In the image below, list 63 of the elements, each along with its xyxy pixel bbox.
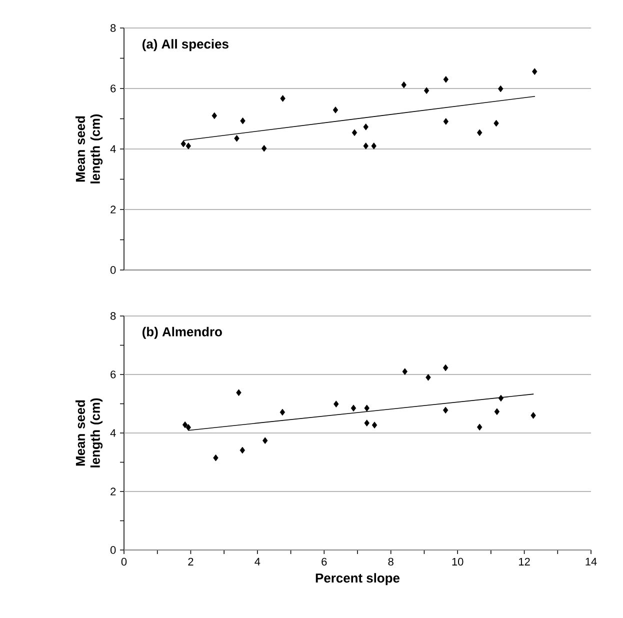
y-tick-label: 6 [110, 84, 116, 92]
point [371, 142, 376, 150]
point [364, 404, 370, 412]
y-tick-label: 2 [110, 488, 116, 496]
point [532, 68, 538, 75]
point [364, 420, 370, 426]
y-tick-label: 2 [110, 206, 116, 214]
x-tick-label: 8 [388, 558, 394, 566]
point [262, 144, 267, 152]
point [401, 81, 406, 88]
y-axis-title: Mean seed length (cm) [75, 114, 103, 184]
y-tick-label: 4 [110, 145, 116, 153]
y-tick-label: 6 [110, 370, 116, 378]
point [424, 87, 430, 94]
point [442, 406, 448, 414]
x-tick-label: 12 [519, 558, 530, 566]
x-tick-label: 6 [322, 558, 327, 566]
y-tick-label: 8 [110, 312, 116, 320]
x-tick-label: 0 [121, 558, 127, 566]
point [234, 135, 240, 142]
point [443, 118, 449, 125]
x-tick-label: 14 [586, 558, 597, 566]
x-tick-label: 4 [254, 558, 260, 566]
y-tick-label: 0 [110, 546, 116, 554]
point [363, 142, 368, 150]
point [402, 368, 408, 375]
point [280, 95, 286, 102]
text: (b) Almendro [142, 326, 222, 339]
point [426, 374, 431, 381]
point [494, 120, 499, 127]
point [332, 106, 338, 114]
x-tick-label: 10 [452, 558, 464, 566]
point [363, 124, 368, 130]
point [186, 424, 191, 431]
y-axis-title: Mean seed length (cm) [75, 398, 103, 468]
point [180, 140, 186, 148]
point [442, 364, 448, 372]
point [280, 408, 286, 416]
point [212, 112, 218, 120]
point [530, 412, 536, 419]
point [372, 422, 378, 428]
point [240, 117, 246, 124]
point [186, 142, 191, 150]
point [476, 424, 482, 431]
point [476, 129, 482, 136]
point [334, 400, 339, 408]
y-tick-label: 0 [110, 266, 116, 274]
point [240, 446, 246, 454]
point [182, 421, 188, 428]
point [443, 76, 449, 83]
point [213, 454, 218, 462]
point [262, 437, 268, 444]
point [498, 394, 504, 402]
point [352, 129, 358, 136]
y-tick-label: 4 [110, 429, 116, 437]
point [494, 408, 500, 416]
point [236, 389, 242, 396]
x-axis-title: Percent slope [316, 573, 400, 586]
x-tick-label: 2 [188, 558, 194, 566]
point [350, 404, 356, 412]
y-tick-label: 8 [110, 24, 116, 32]
text: (a) All species [142, 39, 228, 52]
point [498, 85, 504, 92]
